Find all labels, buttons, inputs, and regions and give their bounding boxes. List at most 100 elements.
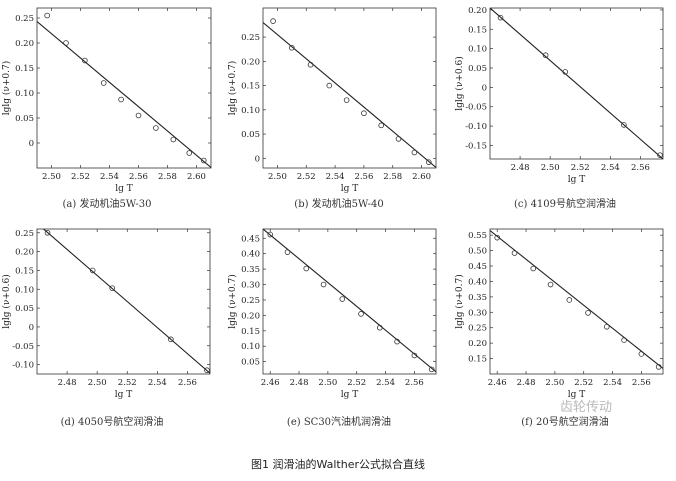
x-tick-label: 2.56: [178, 378, 197, 388]
x-tick-label: 2.56: [405, 378, 424, 388]
plot-frame: [489, 228, 664, 375]
y-tick-label: 0.15: [241, 327, 260, 337]
data-point: [358, 311, 364, 317]
x-axis-label: lg T: [115, 184, 133, 194]
y-tick-label: 0.35: [241, 265, 260, 275]
y-tick-label: 0.25: [15, 14, 34, 24]
y-tick-label: 0.10: [241, 106, 260, 116]
y-axis-label: lglg (ν+0.7): [227, 274, 238, 329]
data-point: [638, 351, 645, 357]
y-tick-label: 0.05: [468, 64, 487, 74]
y-tick-label: -0.15: [465, 141, 487, 151]
data-point: [511, 250, 518, 256]
y-tick-label: 0.25: [468, 324, 487, 334]
x-tick-label: 2.48: [511, 163, 530, 173]
x-tick-label: 2.54: [326, 172, 345, 182]
y-tick-label: 0.20: [241, 57, 260, 67]
x-tick-label: 2.56: [631, 163, 650, 173]
plot-frame: [262, 7, 437, 169]
chart-panel-a: 2.50 2.52 2.54 2.56 2.58 2.60 0 0.05 0.10 0.15 0.2…: [1, 7, 212, 210]
y-tick-label: 0.05: [241, 130, 260, 140]
chart-panel-f: 2.46 2.48 2.50 2.52 2.54 2.56 0.15 0.20 0.25 0.30…: [454, 228, 664, 428]
data-point: [270, 18, 276, 24]
watermark-label: 齿轮传动: [560, 400, 613, 415]
data-point: [621, 122, 627, 128]
panel-caption: (e) SC30汽油机润滑油: [287, 415, 391, 428]
data-point: [343, 97, 350, 103]
y-tick-label: 0.40: [468, 277, 487, 287]
y-tick-label: 0.35: [468, 293, 487, 303]
fit-line: [37, 21, 211, 168]
chart-panel-c: 2.48 2.50 2.52 2.54 2.56 -0.15 -0.10 -0.05 0 0.05…: [454, 6, 664, 210]
y-tick-label: 0: [482, 83, 487, 93]
data-point: [603, 323, 610, 330]
plot-frame: [489, 7, 664, 160]
x-tick-label: 2.52: [118, 378, 137, 388]
y-tick-label: 0.25: [241, 296, 260, 306]
y-axis-label: lglg (ν+0.7): [227, 61, 238, 116]
y-tick-label: 0.40: [241, 250, 260, 260]
x-axis-label: lg T: [568, 175, 586, 185]
y-tick-label: 0.20: [468, 339, 487, 349]
y-tick-label: 0: [255, 154, 260, 164]
plot-frame: [262, 228, 437, 375]
y-tick-label: 0.20: [15, 248, 34, 258]
x-tick-label: 2.52: [571, 163, 590, 173]
y-tick-label: 0.20: [468, 6, 487, 16]
y-tick-label: 0.15: [241, 82, 260, 92]
data-point: [109, 285, 116, 291]
y-tick-label: 0.15: [468, 25, 487, 35]
figure-caption: 图1 润滑油的Walther公式拟合直线: [250, 458, 426, 471]
x-tick-label: 2.54: [601, 163, 620, 173]
x-tick-label: 2.50: [268, 172, 287, 182]
x-tick-label: 2.54: [376, 378, 395, 388]
data-point: [200, 157, 207, 164]
x-tick-label: 2.52: [347, 378, 366, 388]
x-tick-label: 2.50: [318, 378, 337, 388]
y-tick-label: 0.55: [468, 231, 487, 241]
chart-panel-d: 2.48 2.50 2.52 2.54 2.56 -0.10 -0.05 0 0.05 0.10 0…: [1, 228, 211, 428]
data-point: [395, 136, 402, 142]
x-axis-label: lg T: [115, 390, 133, 400]
data-point: [289, 44, 295, 51]
panel-caption: (f) 20号航空润滑油: [521, 415, 608, 428]
y-tick-label: 0.15: [15, 266, 34, 276]
fit-line: [490, 8, 663, 159]
data-point: [585, 310, 591, 316]
data-point: [303, 265, 310, 272]
data-point: [89, 267, 96, 274]
chart-panel-b: 2.50 2.52 2.54 2.56 2.58 2.60 0 0.05 0.10 0.15 0.2…: [227, 7, 437, 210]
data-point: [428, 366, 435, 373]
data-point: [44, 12, 50, 19]
y-tick-label: -0.05: [465, 103, 487, 113]
data-point: [44, 229, 51, 236]
data-point: [562, 69, 569, 75]
x-tick-label: 2.48: [58, 378, 77, 388]
x-tick-label: 2.46: [488, 378, 507, 388]
x-tick-label: 2.54: [603, 378, 622, 388]
x-tick-label: 2.56: [632, 378, 651, 388]
x-tick-label: 2.60: [187, 172, 206, 182]
x-tick-label: 2.60: [412, 172, 431, 182]
y-tick-label: 0.10: [15, 89, 34, 99]
x-tick-label: 2.50: [88, 378, 107, 388]
data-point: [168, 336, 174, 343]
x-tick-label: 2.50: [42, 172, 61, 182]
x-tick-label: 2.58: [158, 172, 177, 182]
y-tick-label: 0.25: [15, 229, 34, 239]
panel-caption: (b) 发动机油5W-40: [294, 197, 383, 210]
data-point: [657, 152, 663, 158]
x-axis-label: lg T: [341, 390, 359, 400]
y-axis-label: lglg (ν+0.6): [1, 274, 12, 329]
data-point: [204, 367, 210, 374]
x-axis-label: lg T: [341, 184, 359, 194]
data-point: [655, 364, 662, 370]
data-point: [411, 149, 418, 156]
data-point: [566, 297, 573, 303]
chart-panel-e: 2.46 2.48 2.50 2.52 2.54 2.56 0.05 0.10 0.15 0.20…: [227, 228, 437, 428]
data-point: [82, 57, 88, 64]
y-tick-label: 0.25: [241, 33, 260, 43]
fit-line: [263, 229, 436, 373]
data-point: [411, 352, 418, 359]
